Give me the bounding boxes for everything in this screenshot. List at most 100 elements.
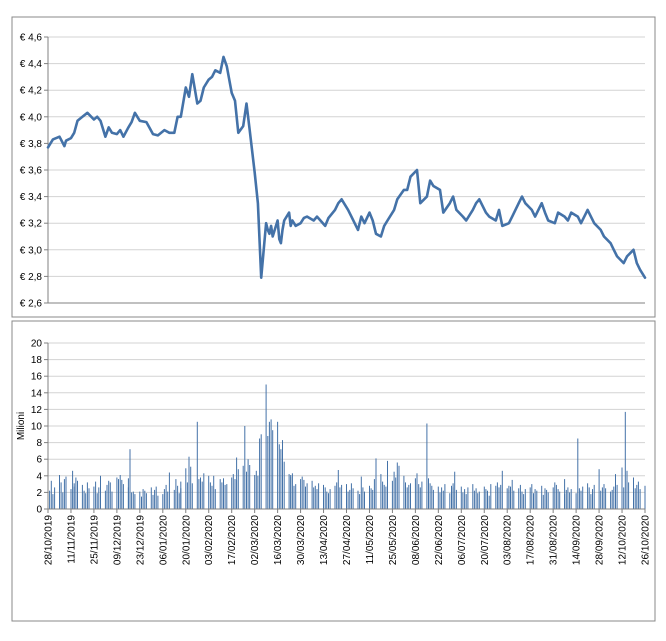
volume-bar [362,487,364,509]
volume-bar [127,487,129,509]
volume-bar [380,474,382,509]
volume-bar [329,489,331,509]
volume-bar [59,475,60,509]
volume-bar [410,483,411,509]
volume-bar [615,474,616,509]
volume-bar [565,489,567,509]
volume-x-tick-label: 20/07/2020 [480,515,491,565]
volume-y-tick-label: 4 [36,471,42,482]
volume-x-tick-label: 31/08/2020 [549,515,560,565]
volume-x-tick-label: 12/10/2020 [618,515,629,565]
volume-bar [305,486,306,509]
volume-bar [564,479,566,509]
volume-bar [52,494,54,509]
volume-bar [621,467,623,509]
volume-bar [441,487,443,509]
volume-bar [201,481,203,509]
volume-bar [118,479,119,509]
volume-bar [580,490,582,509]
volume-y-tick-label: 0 [36,505,42,516]
price-y-tick-label: € 3,8 [20,139,43,150]
volume-bar [477,493,479,509]
volume-bar [488,495,490,509]
volume-bar [177,485,179,509]
volume-bar [280,449,282,509]
volume-bar [546,489,548,509]
volume-x-tick-label: 06/07/2020 [457,515,468,565]
volume-bar [508,489,510,509]
volume-bar [383,484,385,509]
volume-bar [403,475,405,509]
volume-bar [98,487,100,509]
volume-bar [254,475,256,509]
volume-bar [247,459,249,509]
volume-bar [104,490,106,509]
volume-bar [542,494,544,509]
volume-bar [501,470,503,509]
volume-bar [185,468,187,509]
volume-bar [188,456,190,509]
volume-bar [234,479,236,509]
volume-bar [465,494,467,509]
volume-bar [408,484,410,509]
volume-bar [75,477,77,509]
volume-bar [569,492,571,509]
volume-bar [485,489,487,509]
volume-bar [590,494,592,509]
volume-x-tick-label: 14/09/2020 [572,515,583,565]
volume-x-tick-label: 11/05/2020 [365,515,376,565]
volume-bar [272,430,274,509]
volume-bar [357,490,359,509]
volume-bar [449,493,451,509]
volume-y-axis-title: Milioni [16,412,27,440]
volume-bar [534,489,536,509]
volume-bar [270,419,272,509]
volume-bar [385,486,387,509]
volume-bar [478,491,480,509]
volume-bar [360,476,362,509]
volume-bar [300,479,302,509]
volume-bar [314,485,316,509]
volume-bar [65,476,67,509]
volume-bar [268,421,270,509]
volume-bar [95,481,97,509]
volume-bar [213,475,215,509]
volume-bar [236,457,238,509]
volume-bar [391,480,393,509]
volume-bar [324,487,326,509]
volume-bar [232,474,234,509]
volume-bar [244,426,246,509]
volume-y-tick-label: 6 [36,455,42,466]
price-chart: € 2,6 € 2,8 € 3,0 € 3,2 € 3,4 € 3,6 € 3,8 € 4,0… [11,16,656,318]
volume-bar [209,482,211,509]
volume-bar [588,487,590,509]
volume-x-tick-label: 27/04/2020 [342,515,353,565]
price-y-tick-label: € 3,6 [20,166,43,177]
volume-bar [70,489,72,509]
volume-bar [610,491,612,509]
volume-bar [88,488,90,510]
volume-bar [644,485,646,509]
volume-bar [191,483,193,509]
volume-bar [524,489,526,509]
volume-bar [393,471,395,509]
volume-bar [529,487,531,509]
volume-bar [616,484,618,509]
volume-bar [626,470,628,509]
volume-bar [475,488,477,510]
volume-bar [208,475,210,509]
volume-bar [303,479,305,509]
price-y-tick-label: € 3,4 [20,192,43,203]
volume-bar [387,460,388,509]
volume-bar [119,475,121,509]
volume-bar [291,473,293,509]
volume-bar [347,491,349,509]
volume-x-tick-label: 25/11/2019 [89,515,100,565]
volume-x-tick-label: 25/05/2020 [388,515,399,565]
volume-y-tick-label: 10 [31,422,43,433]
price-y-tick-label: € 4,0 [20,112,43,123]
volume-bar [428,478,429,509]
volume-bar [406,487,408,509]
volume-bar [498,487,500,509]
volume-bar [396,462,398,509]
